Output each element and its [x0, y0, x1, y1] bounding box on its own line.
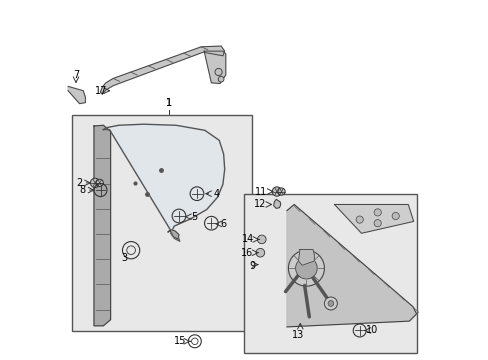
Circle shape — [288, 250, 324, 286]
Text: 3: 3 — [121, 253, 127, 263]
Polygon shape — [334, 204, 413, 233]
Text: 17: 17 — [94, 86, 107, 96]
Text: 11: 11 — [255, 186, 267, 197]
Polygon shape — [101, 46, 224, 94]
Text: 6: 6 — [220, 219, 225, 229]
Text: 12: 12 — [253, 199, 265, 210]
Circle shape — [215, 68, 222, 76]
Text: 14: 14 — [242, 234, 254, 244]
Text: 16: 16 — [241, 248, 253, 258]
Text: 5: 5 — [191, 212, 197, 222]
Polygon shape — [204, 51, 225, 84]
Polygon shape — [103, 124, 224, 241]
Circle shape — [295, 257, 317, 279]
Circle shape — [257, 235, 265, 244]
Polygon shape — [167, 230, 179, 239]
Text: 9: 9 — [249, 261, 255, 271]
Polygon shape — [68, 86, 85, 104]
Text: 4: 4 — [213, 189, 220, 199]
Circle shape — [373, 220, 381, 227]
Text: 7: 7 — [73, 70, 79, 80]
Text: 1: 1 — [165, 98, 172, 108]
Bar — [72, 115, 251, 331]
Circle shape — [355, 216, 363, 223]
Text: 13: 13 — [292, 330, 304, 341]
Text: 8: 8 — [79, 185, 85, 195]
Circle shape — [272, 187, 281, 196]
Circle shape — [324, 297, 337, 310]
Polygon shape — [286, 204, 416, 327]
Text: 10: 10 — [366, 325, 378, 336]
Polygon shape — [298, 249, 314, 265]
Circle shape — [96, 179, 103, 186]
Bar — [244, 194, 416, 353]
Circle shape — [218, 76, 224, 82]
Polygon shape — [273, 199, 280, 208]
Circle shape — [277, 188, 285, 195]
Circle shape — [256, 248, 264, 257]
Circle shape — [327, 301, 333, 306]
Text: 15: 15 — [173, 336, 186, 346]
Polygon shape — [94, 125, 110, 326]
Circle shape — [90, 178, 100, 188]
Circle shape — [373, 209, 381, 216]
Text: 1: 1 — [165, 98, 172, 108]
Circle shape — [391, 212, 399, 220]
Text: 2: 2 — [76, 178, 82, 188]
